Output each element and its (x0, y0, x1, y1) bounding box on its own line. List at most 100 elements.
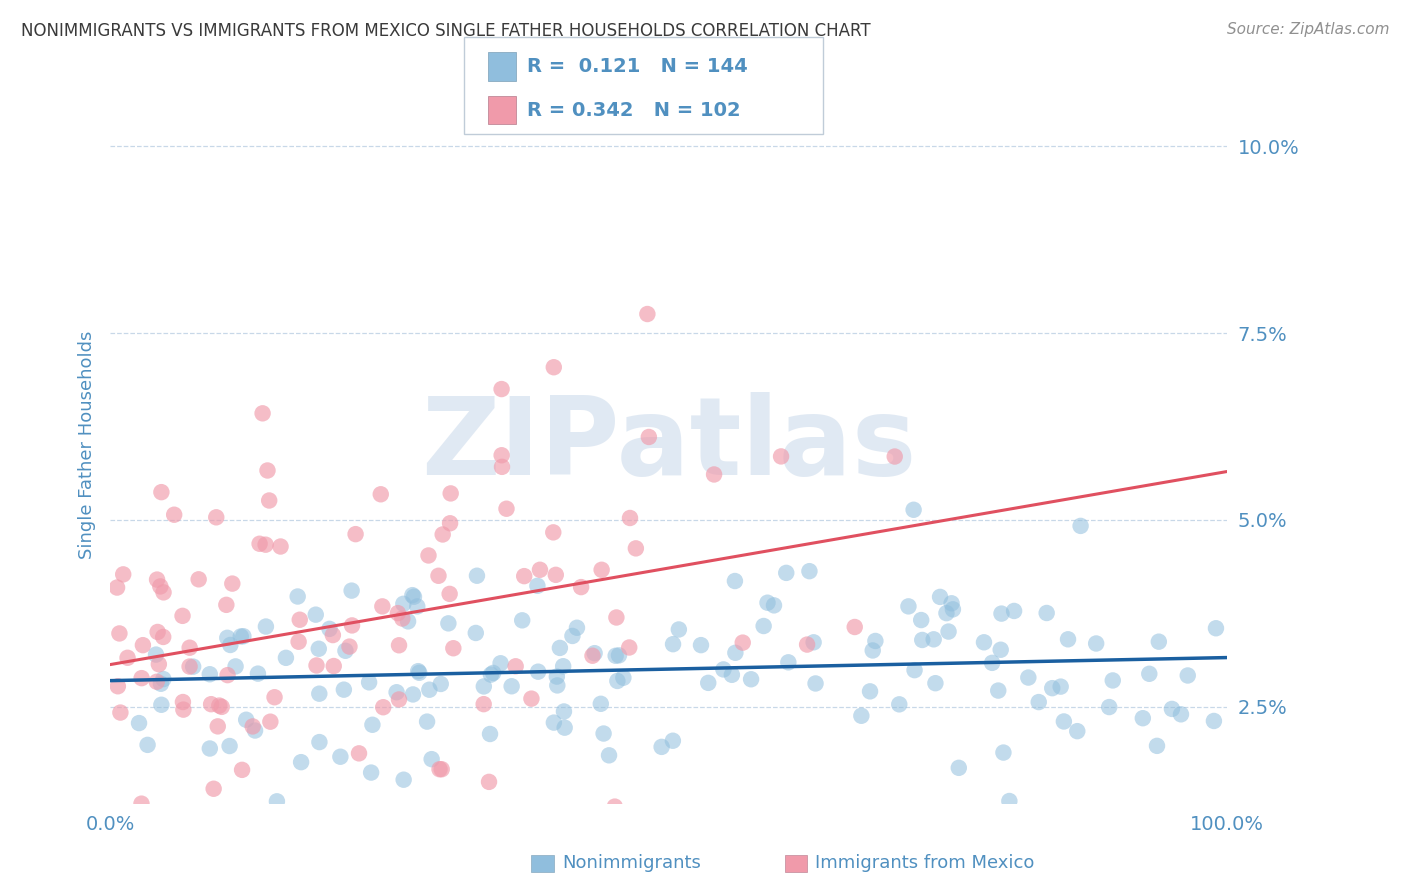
Point (605, 648, 627, 663)
Point (146, 624, 169, 639)
Point (259, 714, 281, 729)
Point (527, 665, 550, 679)
Point (778, 656, 800, 670)
Point (1028, 695, 1050, 709)
Point (973, 635, 995, 649)
Point (553, 705, 575, 719)
Point (775, 566, 797, 580)
Point (392, 597, 415, 611)
Point (117, 650, 139, 665)
Point (581, 648, 603, 663)
Point (482, 665, 505, 680)
Point (516, 812, 538, 826)
Point (495, 501, 517, 516)
Point (254, 619, 277, 633)
Point (606, 673, 628, 688)
Point (439, 516, 461, 531)
Point (305, 658, 328, 673)
Point (440, 486, 463, 500)
Point (911, 632, 934, 647)
Point (252, 406, 274, 420)
Point (924, 676, 946, 690)
Point (543, 715, 565, 730)
Point (429, 677, 451, 691)
Point (219, 638, 242, 652)
Point (335, 644, 357, 658)
Point (1147, 634, 1170, 648)
Point (198, 667, 221, 681)
Point (243, 723, 266, 738)
Point (862, 643, 884, 657)
Point (333, 682, 356, 697)
Point (172, 703, 194, 717)
Point (418, 549, 440, 563)
Point (418, 682, 440, 697)
Text: Nonimmigrants: Nonimmigrants (562, 855, 702, 872)
Point (636, 307, 658, 321)
Point (150, 698, 173, 712)
Point (804, 676, 827, 690)
Point (637, 430, 659, 444)
Point (589, 697, 612, 711)
Point (981, 656, 1004, 670)
Point (897, 599, 920, 614)
Point (163, 508, 186, 522)
Point (561, 629, 583, 643)
Point (392, 772, 415, 787)
Point (1035, 606, 1057, 620)
Point (553, 659, 575, 673)
Point (229, 812, 252, 826)
Point (762, 599, 785, 613)
Point (429, 762, 451, 776)
Point (361, 718, 384, 732)
Point (242, 719, 264, 733)
Point (132, 638, 155, 652)
Point (218, 739, 240, 753)
Point (373, 700, 395, 714)
Point (340, 618, 363, 632)
Point (225, 659, 247, 673)
Point (489, 657, 512, 671)
Point (554, 721, 576, 735)
Point (472, 697, 495, 711)
Point (229, 630, 252, 644)
Point (1161, 702, 1184, 716)
Point (322, 659, 344, 673)
Point (690, 638, 713, 652)
Point (308, 687, 330, 701)
Point (990, 642, 1012, 657)
Point (187, 572, 209, 586)
Point (217, 668, 239, 682)
Point (145, 648, 167, 662)
Point (1205, 621, 1227, 635)
Point (721, 668, 744, 682)
Point (287, 634, 309, 648)
Point (569, 580, 592, 594)
Point (903, 502, 925, 516)
Point (598, 748, 620, 763)
Point (703, 467, 725, 482)
Point (152, 630, 174, 644)
Point (612, 671, 634, 685)
Point (318, 622, 340, 636)
Point (472, 680, 495, 694)
Point (731, 635, 754, 649)
Point (859, 684, 882, 698)
Point (427, 569, 450, 583)
Point (437, 616, 460, 631)
Point (371, 599, 394, 614)
Point (401, 812, 423, 826)
Point (202, 781, 225, 796)
Point (1085, 636, 1108, 650)
Point (1101, 673, 1123, 688)
Point (942, 602, 965, 616)
Point (993, 746, 1015, 760)
Point (287, 590, 309, 604)
Point (274, 650, 297, 665)
Point (406, 664, 429, 678)
Point (583, 646, 606, 660)
Point (308, 641, 330, 656)
Point (1177, 668, 1199, 682)
Point (172, 695, 194, 709)
Point (668, 623, 690, 637)
